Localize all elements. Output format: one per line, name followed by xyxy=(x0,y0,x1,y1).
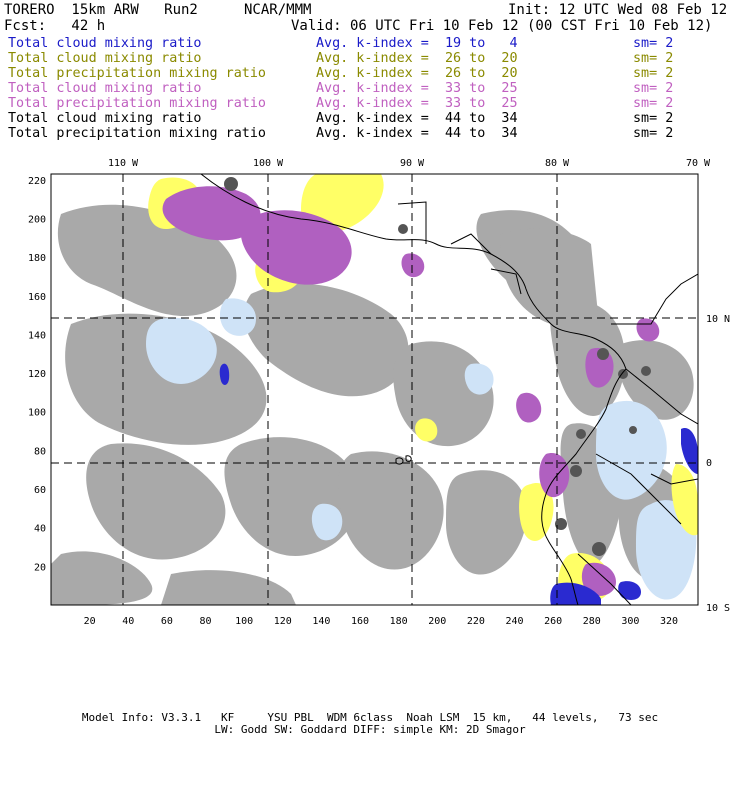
grid-x-label: 40 xyxy=(122,616,134,627)
legend-smoothing: sm= 2 xyxy=(633,51,674,66)
legend-kindex: Avg. k-index = 44 to 34 xyxy=(316,126,518,141)
legend-kindex: Avg. k-index = 19 to 4 xyxy=(316,36,518,51)
grid-y-label: 60 xyxy=(34,485,46,496)
legend-label: Total cloud mixing ratio xyxy=(8,111,202,126)
latitude-label: 0 xyxy=(706,458,712,469)
grid-x-label: 140 xyxy=(312,616,330,627)
legend-kindex: Avg. k-index = 33 to 25 xyxy=(316,96,518,111)
forecast-map: 110 W 100 W 90 W 80 W 70 W 10 N 0 10 S 20 40 60 8… xyxy=(28,158,730,627)
legend-label: Total cloud mixing ratio xyxy=(8,81,202,96)
coastlines xyxy=(200,174,698,605)
init-time: Init: 12 UTC Wed 08 Feb 12 xyxy=(508,2,728,18)
grid-x-label: 160 xyxy=(351,616,369,627)
longitude-label: 70 W xyxy=(686,158,711,169)
grid-x-label: 60 xyxy=(161,616,173,627)
legend-smoothing: sm= 2 xyxy=(633,81,674,96)
legend-kindex: Avg. k-index = 26 to 20 xyxy=(316,51,518,66)
grid-x-label: 320 xyxy=(660,616,678,627)
valid-time: Valid: 06 UTC Fri 10 Feb 12 (00 CST Fri … xyxy=(291,18,713,34)
latitude-label: 10 N xyxy=(706,314,730,325)
grid-y-label: 20 xyxy=(34,562,46,573)
grid-x-label: 180 xyxy=(390,616,408,627)
legend-label: Total precipitation mixing ratio xyxy=(8,66,266,81)
lat-lon-grid xyxy=(51,174,698,605)
grid-x-label: 220 xyxy=(467,616,485,627)
grid-x-label: 100 xyxy=(235,616,253,627)
legend-label: Total cloud mixing ratio xyxy=(8,36,202,51)
grid-y-axis: 20 40 60 80 100 120 140 160 180 200 220 xyxy=(28,176,46,574)
grid-y-label: 40 xyxy=(34,524,46,535)
longitude-label: 100 W xyxy=(253,158,284,169)
organization: NCAR/MMM xyxy=(244,2,312,18)
grid-x-label: 240 xyxy=(505,616,523,627)
grid-x-label: 200 xyxy=(428,616,446,627)
grid-y-label: 200 xyxy=(28,214,46,225)
grid-x-label: 280 xyxy=(583,616,601,627)
map-frame xyxy=(50,173,699,606)
grid-x-axis: 20 40 60 80 100 120 140 160 180 200 220 240 260 280 30… xyxy=(84,616,678,627)
legend-label: Total precipitation mixing ratio xyxy=(8,126,266,141)
latitude-labels-right: 10 N 0 10 S xyxy=(706,314,730,614)
longitude-labels-top: 110 W 100 W 90 W 80 W 70 W xyxy=(108,158,711,169)
legend-label: Total precipitation mixing ratio xyxy=(8,96,266,111)
grid-x-label: 80 xyxy=(199,616,211,627)
legend-kindex: Avg. k-index = 26 to 20 xyxy=(316,66,518,81)
legend-kindex: Avg. k-index = 33 to 25 xyxy=(316,81,518,96)
grid-y-label: 120 xyxy=(28,369,46,380)
grid-x-label: 260 xyxy=(544,616,562,627)
grid-y-label: 100 xyxy=(28,408,46,419)
grid-x-label: 20 xyxy=(84,616,96,627)
legend-smoothing: sm= 2 xyxy=(633,96,674,111)
grid-y-label: 180 xyxy=(28,253,46,264)
model-title: TORERO 15km ARW Run2 xyxy=(4,2,198,18)
forecast-hour: Fcst: 42 h xyxy=(4,18,106,34)
legend-smoothing: sm= 2 xyxy=(633,111,674,126)
grid-y-label: 160 xyxy=(28,292,46,303)
grid-y-label: 220 xyxy=(28,176,46,187)
latitude-label: 10 S xyxy=(706,603,730,614)
longitude-label: 90 W xyxy=(400,158,425,169)
physics-info: LW: Godd SW: Goddard DIFF: simple KM: 2D… xyxy=(214,723,526,736)
grid-y-label: 140 xyxy=(28,330,46,341)
longitude-label: 80 W xyxy=(545,158,570,169)
grid-y-label: 80 xyxy=(34,446,46,457)
legend-label: Total cloud mixing ratio xyxy=(8,51,202,66)
legend-kindex: Avg. k-index = 44 to 34 xyxy=(316,111,518,126)
high-k-cloud-field xyxy=(162,186,660,596)
grid-x-label: 300 xyxy=(621,616,639,627)
model-info: Model Info: V3.3.1 KF YSU PBL WDM 6class… xyxy=(81,711,659,724)
grid-x-label: 120 xyxy=(274,616,292,627)
longitude-label: 110 W xyxy=(108,158,139,169)
legend-smoothing: sm= 2 xyxy=(633,66,674,81)
legend-smoothing: sm= 2 xyxy=(633,126,674,141)
legend-smoothing: sm= 2 xyxy=(633,36,674,51)
